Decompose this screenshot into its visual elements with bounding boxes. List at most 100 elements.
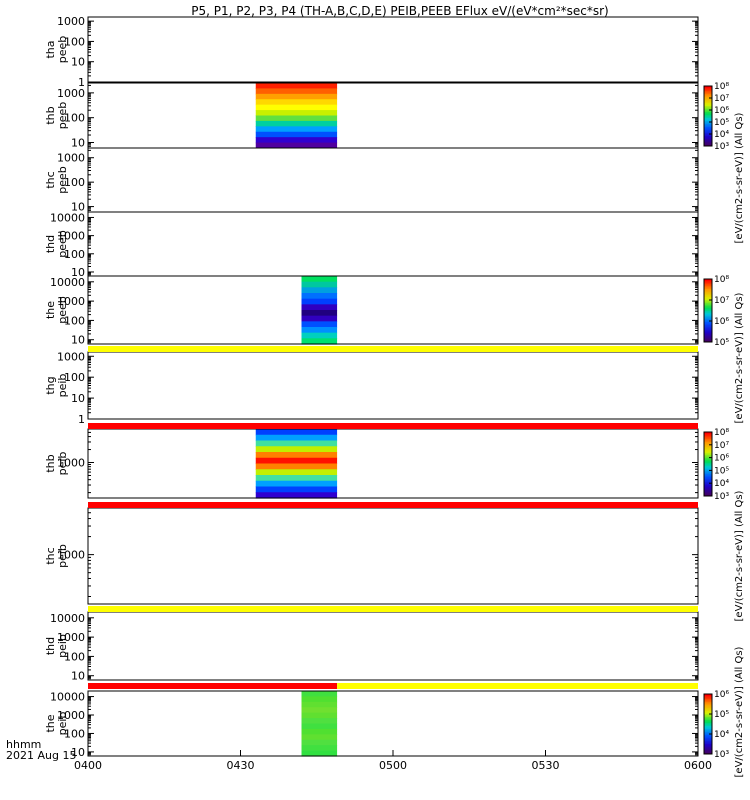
flag-bar bbox=[88, 683, 698, 689]
colorbar-cell bbox=[704, 457, 712, 460]
colorbar-cell bbox=[704, 98, 712, 100]
colorbar-axis-label: [eV/(cm2-s-sr-eV)] (All Qs) bbox=[734, 646, 745, 777]
colorbar-cell bbox=[704, 715, 712, 717]
colorbar-cell bbox=[704, 733, 712, 735]
colorbar-tick-label: 10⁵ bbox=[714, 338, 729, 348]
footer-date: 2021 Aug 15 bbox=[6, 749, 76, 762]
colorbar-tick-label: 10⁸ bbox=[714, 428, 729, 438]
colorbar-cell bbox=[704, 470, 712, 473]
colorbar: 10⁸ 10⁷ 10⁶ 10⁵ 10⁴ 10³ bbox=[703, 428, 729, 502]
colorbar-axis-label: [eV/(cm2-s-sr-eV)] (All Qs) bbox=[734, 112, 745, 243]
y-tick-label: 1000 bbox=[57, 350, 85, 363]
y-tick-label: 100 bbox=[64, 176, 85, 189]
colorbar-cell bbox=[704, 749, 712, 752]
colorbar-tick-label: 10³ bbox=[714, 142, 729, 152]
colorbar-tick-label: 10⁵ bbox=[714, 710, 729, 720]
panel-product-label: peeb bbox=[56, 166, 69, 194]
colorbar-cell bbox=[704, 706, 712, 708]
colorbar-cell bbox=[704, 712, 712, 714]
panel-probe-label: thd bbox=[44, 235, 57, 253]
colorbar-tick-label: 10⁶ bbox=[714, 106, 729, 116]
colorbar-cell bbox=[704, 700, 712, 702]
colorbar-cell bbox=[704, 332, 712, 335]
colorbar-cell bbox=[704, 126, 712, 129]
colorbar-cell bbox=[704, 326, 712, 329]
spectrogram-cell bbox=[301, 315, 338, 322]
y-tick-label: 10000 bbox=[50, 612, 85, 625]
colorbar-cell bbox=[704, 119, 712, 121]
colorbar-cell bbox=[704, 491, 712, 494]
spectrogram-cell bbox=[301, 332, 338, 339]
spectrogram-cell bbox=[255, 110, 338, 117]
colorbar-cell bbox=[704, 312, 712, 315]
colorbar-cell bbox=[704, 125, 712, 127]
spectrogram-cell bbox=[301, 293, 338, 300]
panel-background bbox=[88, 612, 698, 680]
y-tick-label: 100 bbox=[64, 314, 85, 327]
colorbar-cell bbox=[704, 478, 712, 481]
colorbar-cell bbox=[704, 132, 712, 135]
colorbar-cell bbox=[704, 440, 712, 443]
panel-background bbox=[88, 148, 698, 212]
panel-probe-label: thg bbox=[44, 376, 57, 394]
colorbar-cell bbox=[704, 438, 712, 441]
panel-probe-label: thb bbox=[44, 106, 57, 124]
colorbar-cell bbox=[704, 117, 712, 120]
panel-probe-label: thc bbox=[44, 547, 57, 564]
colorbar-cell bbox=[704, 299, 712, 302]
spectrogram-cell bbox=[255, 475, 338, 482]
flag-segment bbox=[88, 423, 698, 429]
colorbar-cell bbox=[704, 111, 712, 114]
colorbar-cell bbox=[704, 713, 712, 716]
colorbar-cell bbox=[704, 446, 712, 449]
y-tick-label: 10 bbox=[71, 746, 85, 759]
spectrogram-cell bbox=[301, 750, 338, 757]
colorbar-cell bbox=[704, 327, 712, 330]
y-tick-label: 100 bbox=[64, 35, 85, 48]
colorbar-tick-label: 10⁴ bbox=[714, 730, 729, 740]
spectrogram-cell bbox=[301, 739, 338, 746]
colorbar-cell bbox=[704, 107, 712, 109]
colorbar-cell bbox=[704, 128, 712, 130]
colorbar-cell bbox=[704, 694, 712, 696]
colorbar-cell bbox=[704, 441, 712, 444]
colorbar-cell bbox=[704, 116, 712, 118]
panel-probe-label: thd bbox=[44, 637, 57, 655]
colorbar-cell bbox=[704, 123, 712, 126]
panel-the-peib: 10000 1000 100 10 the peib bbox=[44, 690, 699, 759]
x-tick-label: 0430 bbox=[227, 759, 255, 772]
panel-thc-peeb: 1000 100 10 thc peeb bbox=[44, 147, 699, 214]
colorbar-cell bbox=[704, 737, 712, 740]
colorbar-cell bbox=[704, 135, 712, 138]
colorbar-cell bbox=[704, 492, 712, 495]
spectrogram-cell bbox=[301, 696, 338, 703]
spectrogram-cell bbox=[255, 463, 338, 470]
spectrogram-block bbox=[301, 691, 338, 757]
colorbar-tick-label: 10⁸ bbox=[714, 275, 729, 285]
panel-probe-label: thb bbox=[44, 454, 57, 472]
spectrogram-cell bbox=[301, 310, 338, 317]
spectrogram-cell bbox=[255, 83, 338, 90]
colorbar-cell bbox=[704, 725, 712, 728]
colorbar-cell bbox=[704, 101, 712, 103]
spectrogram-cell bbox=[255, 492, 338, 499]
colorbar-tick-label: 10⁴ bbox=[714, 479, 729, 489]
colorbar-cell bbox=[704, 697, 712, 699]
y-tick-label: 10 bbox=[71, 136, 85, 149]
colorbar-cell bbox=[704, 86, 712, 88]
colorbar-tick-label: 10³ bbox=[714, 750, 729, 760]
colorbar-cell bbox=[704, 321, 712, 324]
colorbar-cell bbox=[704, 449, 712, 452]
spectrogram-cell bbox=[301, 712, 338, 719]
colorbar-cell bbox=[704, 96, 712, 99]
colorbar-cell bbox=[704, 703, 712, 705]
spectrogram-block bbox=[255, 429, 338, 499]
colorbar-cell bbox=[704, 710, 712, 713]
colorbar: 10⁶ 10⁵ 10⁴ 10³ bbox=[703, 690, 729, 760]
y-tick-label: 1000 bbox=[57, 230, 85, 243]
colorbar-cell bbox=[704, 494, 712, 497]
spectrogram-cell bbox=[301, 745, 338, 752]
colorbar-cell bbox=[704, 95, 712, 97]
colorbar-cell bbox=[704, 104, 712, 106]
